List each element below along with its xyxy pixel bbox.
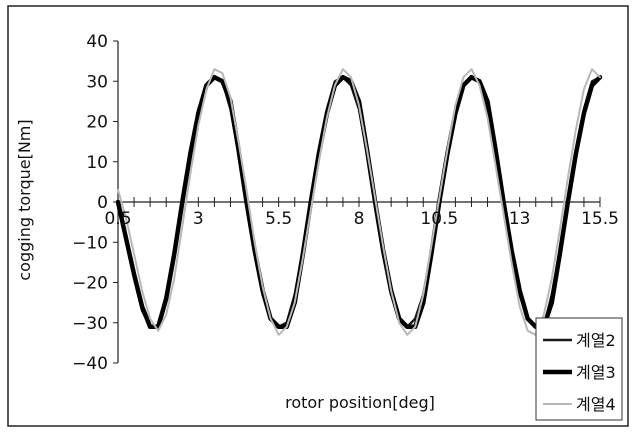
x-axis-title: rotor position[deg] [285, 393, 435, 412]
legend-label-0: 계열2 [576, 331, 616, 350]
y-tick-label-4: 0 [97, 193, 108, 213]
x-tick-label-1: 3 [193, 209, 204, 229]
series-line-2 [117, 68, 601, 336]
legend-item-1: 계열3 [543, 363, 616, 382]
y-tick-label-1: 30 [86, 72, 108, 92]
y-tick-label-7: −30 [72, 314, 108, 334]
legend-item-0: 계열2 [543, 331, 616, 350]
x-tick-label-4: 10.5 [420, 209, 458, 229]
series-layer [115, 68, 603, 336]
y-tick-label-6: −20 [72, 274, 108, 294]
y-tick-label-2: 20 [86, 113, 108, 133]
x-tick-label-3: 8 [354, 209, 365, 229]
x-tick-label-5: 13 [509, 209, 531, 229]
axes [113, 40, 601, 364]
y-tick-label-8: −40 [72, 354, 108, 374]
x-tick-labels: 0.5 3 5.5 8 10.5 13 15.5 [104, 209, 618, 229]
series-line-1 [115, 74, 603, 330]
legend-label-1: 계열3 [576, 363, 616, 382]
y-tick-label-3: 10 [86, 153, 108, 173]
y-axis-title: cogging torque[Nm] [15, 119, 34, 280]
x-tick-label-0: 0.5 [104, 209, 131, 229]
y-tick-labels: 40 30 20 10 0 −10 −20 −30 −40 [72, 32, 108, 374]
legend: 계열2 계열3 계열4 [535, 317, 623, 421]
legend-label-2: 계열4 [576, 395, 616, 414]
legend-item-2: 계열4 [543, 395, 616, 414]
x-tick-label-2: 5.5 [265, 209, 292, 229]
x-tick-label-6: 15.5 [581, 209, 619, 229]
y-tick-label-5: −10 [72, 233, 108, 253]
y-tick-label-0: 40 [86, 32, 108, 52]
chart-frame [7, 5, 629, 427]
